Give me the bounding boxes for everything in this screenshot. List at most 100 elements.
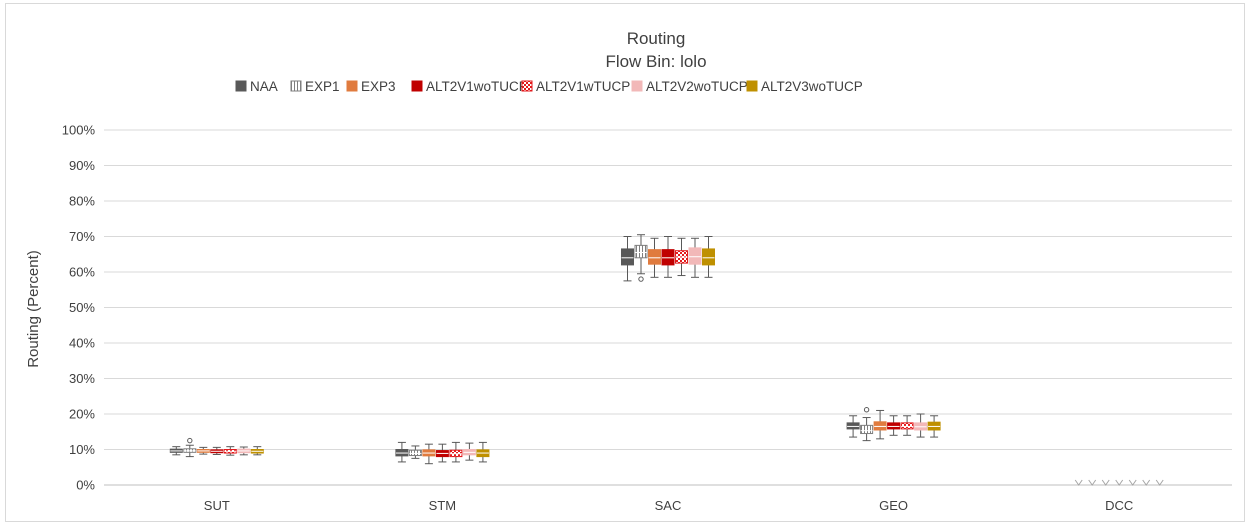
box-geo-exp3 xyxy=(873,409,887,440)
box-body xyxy=(661,249,675,266)
legend-item-alt2v2wotucp: ALT2V2woTUCP xyxy=(631,79,748,94)
box-geo-alt2v3wotucp xyxy=(927,415,941,438)
legend-item-alt2v1wotucp: ALT2V1woTUCP xyxy=(411,79,528,94)
box-sac-exp1 xyxy=(634,234,648,282)
y-tick-label: 30% xyxy=(69,371,95,386)
y-tick-label: 10% xyxy=(69,442,95,457)
box-body xyxy=(873,421,887,431)
box-stm-exp1 xyxy=(408,445,422,459)
box-body xyxy=(621,248,634,266)
box-sut-exp1 xyxy=(183,437,197,458)
legend-label: EXP3 xyxy=(361,79,396,94)
legend-label: ALT2V1woTUCP xyxy=(426,79,528,94)
box-sac-alt2v1wtucp xyxy=(675,237,688,277)
box-dcc-alt2v1wtucp xyxy=(1128,479,1137,486)
box-geo-exp1 xyxy=(860,407,874,442)
y-tick-label: 90% xyxy=(69,158,95,173)
chart-title: Routing xyxy=(627,29,686,48)
box-sac-exp3 xyxy=(648,237,661,278)
box-sut-exp3 xyxy=(196,446,210,455)
legend-item-exp1: EXP1 xyxy=(290,79,340,94)
x-tick-labels: SUT STM SAC GEO DCC xyxy=(204,498,1133,513)
outlier-point xyxy=(638,276,644,282)
zero-marker xyxy=(1088,479,1097,486)
box-body xyxy=(634,244,648,259)
zero-marker xyxy=(1155,479,1164,486)
box-stm-exp3 xyxy=(422,443,436,465)
box-body xyxy=(846,422,860,430)
box-body xyxy=(900,422,914,430)
y-tick-label: 70% xyxy=(69,229,95,244)
box-geo-alt2v1wotucp xyxy=(887,415,901,436)
legend-swatch xyxy=(746,80,758,92)
box-geo-naa xyxy=(846,415,860,438)
legend-item-alt2v3wotucp: ALT2V3woTUCP xyxy=(746,79,863,94)
box-dcc-alt2v2wotucp xyxy=(1142,479,1151,486)
zero-marker xyxy=(1142,479,1151,486)
box-dcc-naa xyxy=(1074,479,1083,486)
legend-swatch xyxy=(631,80,643,92)
box-sac-alt2v3wotucp xyxy=(702,236,715,278)
box-sac-alt2v1wotucp xyxy=(661,236,675,278)
box-dcc-alt2v3wotucp xyxy=(1155,479,1164,486)
legend-item-alt2v1wtucp: ALT2V1wTUCP xyxy=(521,79,630,94)
box-sac-naa xyxy=(621,236,634,282)
legend-label: NAA xyxy=(250,79,278,94)
box-sut-alt2v3wotucp xyxy=(250,446,264,456)
box-geo-alt2v1wtucp xyxy=(900,415,914,436)
y-tick-label: 50% xyxy=(69,300,95,315)
box-stm-alt2v1wotucp xyxy=(435,443,449,463)
box-sac-alt2v2wotucp xyxy=(688,237,702,278)
legend-swatch xyxy=(411,80,423,92)
legend-swatch xyxy=(235,80,247,92)
box-sut-alt2v1wotucp xyxy=(210,446,224,455)
box-stm-naa xyxy=(395,441,409,463)
y-tick-labels: 0% 10% 20% 30% 40% 50% 60% 70% 80% 90% 100% xyxy=(62,123,96,493)
legend-label: ALT2V2woTUCP xyxy=(646,79,748,94)
box-body xyxy=(648,249,661,265)
zero-marker xyxy=(1115,479,1124,486)
x-tick-label: STM xyxy=(429,498,456,513)
gridlines xyxy=(104,129,1232,486)
box-body xyxy=(702,248,715,266)
box-geo-alt2v2wotucp xyxy=(914,413,928,438)
x-tick-label: SUT xyxy=(204,498,230,513)
chart-subtitle: Flow Bin: lolo xyxy=(605,52,706,71)
box-stm-alt2v1wtucp xyxy=(449,441,463,463)
x-tick-label: GEO xyxy=(879,498,908,513)
legend-item-exp3: EXP3 xyxy=(346,79,396,94)
box-dcc-alt2v1wotucp xyxy=(1115,479,1124,486)
zero-marker xyxy=(1101,479,1110,486)
legend: NAA EXP1 EXP3 ALT2V1woTUCP ALT2V1wTUCP ALT2V2… xyxy=(235,79,863,94)
zero-marker xyxy=(1128,479,1137,486)
box-body xyxy=(688,247,702,265)
box-stm-alt2v2wotucp xyxy=(462,442,476,461)
y-tick-label: 0% xyxy=(76,478,95,493)
box-stm-alt2v3wotucp xyxy=(476,441,490,463)
box-body xyxy=(887,422,901,430)
legend-swatch xyxy=(521,80,533,92)
box-dcc-exp1 xyxy=(1088,479,1097,486)
box-series xyxy=(169,234,1164,486)
box-sut-alt2v2wotucp xyxy=(237,446,251,456)
box-body xyxy=(860,424,874,435)
box-sut-alt2v1wtucp xyxy=(223,446,237,456)
box-body xyxy=(408,449,422,457)
y-tick-label: 20% xyxy=(69,407,95,422)
zero-marker xyxy=(1074,479,1083,486)
legend-swatch xyxy=(290,80,302,92)
legend-item-naa: NAA xyxy=(235,79,278,94)
y-tick-label: 80% xyxy=(69,194,95,209)
x-tick-label: DCC xyxy=(1105,498,1133,513)
legend-label: EXP1 xyxy=(305,79,340,94)
y-tick-label: 40% xyxy=(69,336,95,351)
y-tick-label: 60% xyxy=(69,265,95,280)
legend-label: ALT2V3woTUCP xyxy=(761,79,863,94)
y-tick-label: 100% xyxy=(62,123,96,138)
legend-swatch xyxy=(346,80,358,92)
outlier-point xyxy=(187,437,193,444)
x-tick-label: SAC xyxy=(655,498,682,513)
box-dcc-exp3 xyxy=(1101,479,1110,486)
outlier-point xyxy=(863,407,870,413)
